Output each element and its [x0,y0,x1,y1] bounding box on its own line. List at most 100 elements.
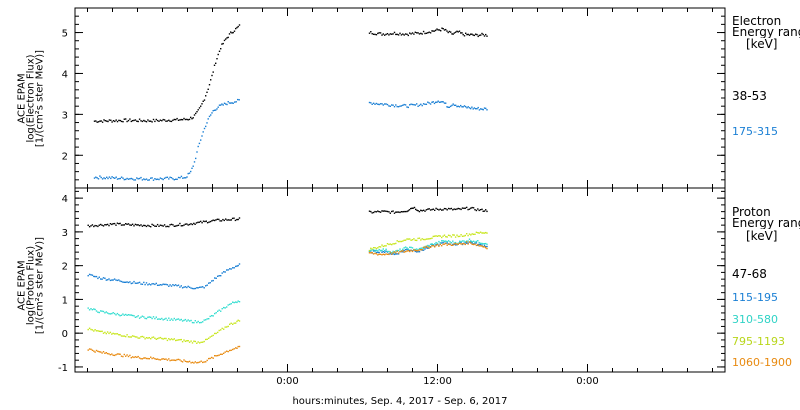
proton-point [397,240,400,243]
proton-point [158,318,160,320]
electron-ytick-label: 2 [62,151,68,162]
proton-point [193,322,195,324]
proton-point [193,362,195,364]
proton-point [391,210,393,213]
proton-point [101,330,103,332]
proton-point [156,337,159,340]
electron-point [233,30,236,32]
proton-point [120,335,123,337]
proton-point [194,320,196,322]
proton-point [230,303,232,305]
proton-point [467,234,469,237]
proton-point [235,301,237,303]
proton-point [470,241,472,243]
electron-point [441,101,443,103]
proton-point [181,225,184,227]
electron-point [120,120,123,123]
proton-point [196,342,198,344]
proton-point [93,350,95,352]
proton-point [190,223,192,225]
proton-point [468,238,471,240]
proton-point [109,223,112,225]
proton-point [169,284,171,286]
electron-point [456,30,458,32]
proton-point [459,242,461,244]
x-tick-label: 0:00 [576,376,598,387]
electron-legend-item-0: 38-53 [732,89,767,103]
proton-point [200,360,202,362]
proton-point [378,246,380,248]
electron-point [447,106,449,108]
proton-point [209,282,211,284]
proton-point [129,281,131,283]
electron-point [480,108,482,110]
proton-point [442,241,444,244]
electron-point [392,104,394,106]
proton-point [410,239,412,241]
electron-point [407,106,409,109]
proton-point [91,329,94,331]
proton-point [126,281,128,283]
electron-point [486,109,488,111]
electron-point [134,179,137,181]
electron-point [119,119,121,122]
proton-point [194,287,196,290]
electron-point [473,107,476,109]
electron-point [442,28,444,30]
proton-point [184,340,187,342]
proton-point [205,338,207,341]
proton-point [481,208,483,210]
proton-point [375,251,378,254]
proton-point [447,240,450,242]
electron-point [409,104,411,106]
proton-legend-item-1: 115-195 [732,291,778,304]
proton-point [432,208,434,210]
proton-point [220,275,222,277]
proton-point [424,238,426,241]
electron-point [462,33,464,36]
electron-point [100,120,102,122]
proton-point [374,247,376,249]
proton-point [466,242,468,244]
proton-point [463,207,465,209]
proton-point [214,312,216,315]
proton-point [450,242,453,244]
electron-point [155,118,157,121]
proton-point [104,224,106,226]
proton-point [127,281,130,284]
electron-point [384,34,386,36]
proton-point [422,209,425,211]
electron-point [200,105,202,107]
proton-point [447,234,450,236]
proton-point [481,245,483,247]
proton-point [475,240,478,243]
proton-point [137,282,139,284]
proton-point [105,279,107,281]
proton-point [486,232,488,234]
proton-point [429,237,432,240]
electron-point [212,110,214,112]
proton-point [384,245,386,247]
proton-point [409,238,411,240]
proton-point [431,245,433,247]
proton-point [384,251,386,254]
electron-point [166,176,169,178]
proton-point [224,307,226,309]
proton-point [116,333,119,335]
proton-point [485,209,487,211]
proton-point [470,242,472,244]
proton-point [472,207,475,209]
electron-point [103,119,105,121]
proton-point [371,251,373,254]
electron-point [143,119,145,122]
electron-point [96,121,98,123]
proton-point [406,238,408,240]
proton-point [87,307,89,309]
proton-point [477,232,479,234]
proton-point [126,334,128,336]
proton-point [425,209,428,211]
proton-point [375,253,378,255]
proton-point [385,248,387,250]
proton-point [223,219,225,222]
proton-point [215,277,217,279]
